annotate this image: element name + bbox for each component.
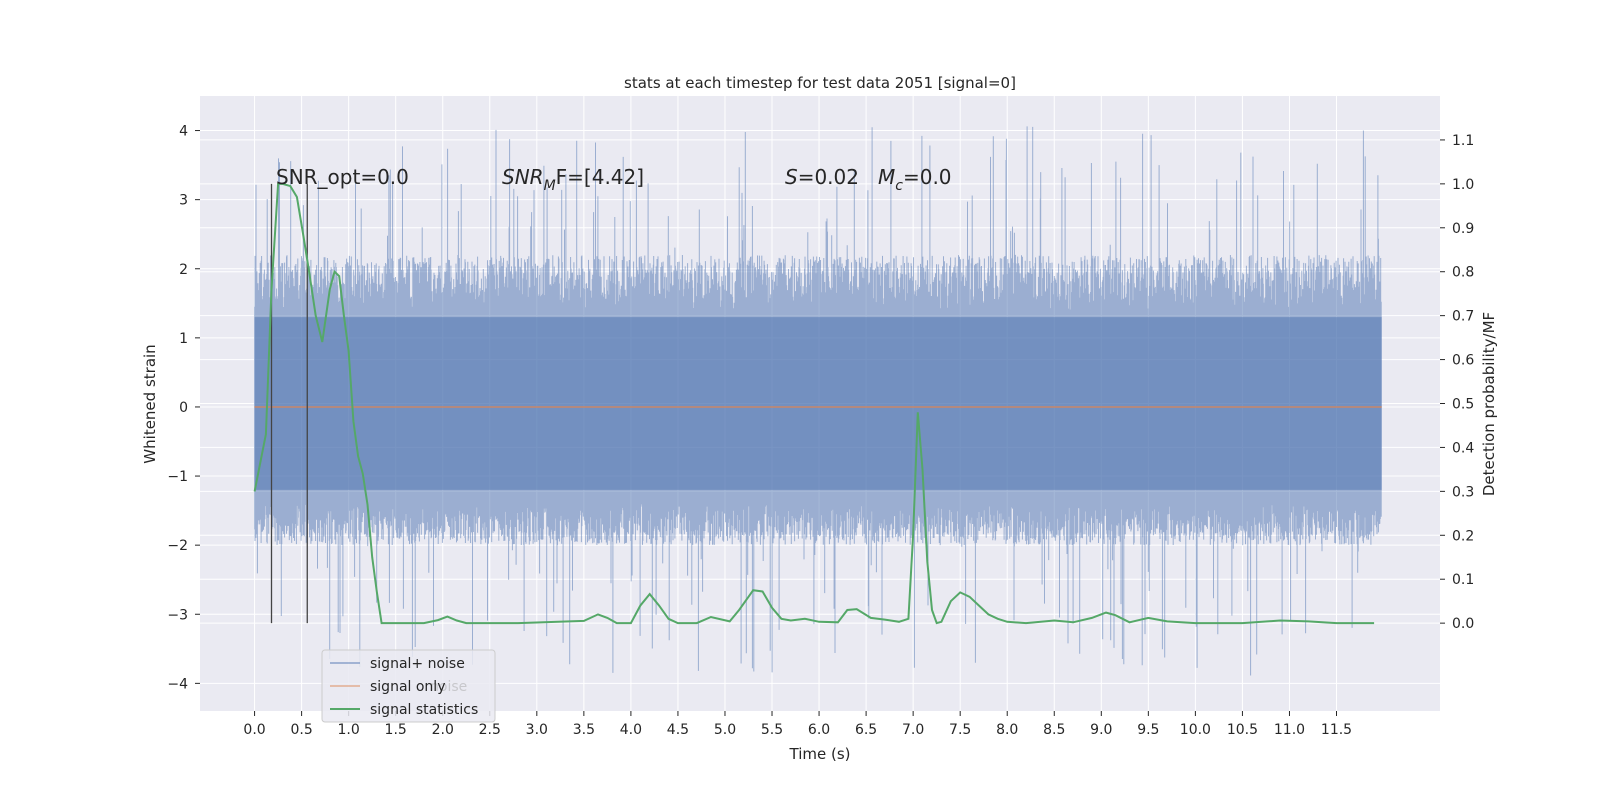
x-tick-label: 2.5: [479, 722, 501, 738]
legend-overlapped-text: noise: [430, 679, 467, 695]
y-tick-label: −2: [167, 538, 188, 554]
legend: noise signal+ noise signal only signal s…: [321, 649, 496, 723]
x-tick-label: 8.5: [1043, 722, 1065, 738]
x-tick-label: 3.5: [573, 722, 595, 738]
s-value: =0.02: [798, 165, 859, 189]
legend-label-noise: signal+ noise: [370, 656, 465, 672]
chart-title: stats at each timestep for test data 205…: [624, 74, 1016, 92]
signal-statistics-series: [253, 182, 1375, 625]
x-tick-label: 1.0: [338, 722, 360, 738]
x-tick-label: 11.5: [1321, 722, 1352, 738]
y2-tick-label: 0.8: [1452, 265, 1474, 281]
y-tick-label: 3: [179, 193, 188, 209]
y2-axis-ticks: 1.1 1.0 0.9 0.8 0.7 0.6 0.5 0.4 0.3 0.2 0.1 0.0: [1440, 133, 1474, 632]
x-tick-label: 11.0: [1274, 722, 1305, 738]
y2-tick-label: 0.2: [1452, 528, 1474, 544]
legend-box: [321, 649, 496, 723]
x-tick-label: 4.5: [667, 722, 689, 738]
x-tick-label: 6.5: [855, 722, 877, 738]
x-tick-label: 0.0: [243, 722, 265, 738]
x-tick-label: 5.0: [714, 722, 736, 738]
y-tick-label: −4: [167, 676, 188, 692]
x-axis-ticks: 0.0 0.5 1.0 1.5 2.0 2.5 3.0 3.5 4.0 4.5 5.0 5.5 6.0 6…: [243, 711, 1352, 738]
y-tick-label: 2: [179, 262, 188, 278]
x-tick-label: 7.0: [902, 722, 924, 738]
x-tick-label: 4.0: [620, 722, 642, 738]
y-axis-label: Whitened strain: [141, 344, 159, 463]
y-tick-label: 0: [179, 400, 188, 416]
signal-noise-series: [254, 126, 1382, 676]
x-tick-label: 0.5: [290, 722, 312, 738]
mc-value: =0.0: [903, 165, 952, 189]
snr-mf-annotation: SNRMF=[4.42]: [502, 165, 644, 194]
mc-symbol: M: [878, 165, 895, 189]
x-tick-label: 10.0: [1180, 722, 1211, 738]
snr-mf-symbol: SNR: [502, 165, 544, 189]
x-axis-label: Time (s): [789, 745, 851, 763]
y-tick-label: −1: [167, 469, 188, 485]
s-annotation: S=0.02: [785, 165, 859, 189]
y2-tick-label: 0.5: [1452, 397, 1474, 413]
y2-tick-label: 0.0: [1452, 616, 1474, 632]
snr-mf-value: F=[4.42]: [556, 165, 644, 189]
legend-label-statistics: signal statistics: [370, 702, 478, 718]
x-tick-label: 6.0: [808, 722, 830, 738]
y-tick-label: −3: [167, 607, 188, 623]
y-axis-ticks: 4 3 2 1 0 −1 −2 −3 −4: [167, 124, 200, 692]
legend-label-signal-only: signal only: [370, 679, 445, 695]
y2-tick-label: 0.9: [1452, 221, 1474, 237]
x-tick-label: 5.5: [761, 722, 783, 738]
mc-subscript: c: [895, 178, 903, 194]
x-tick-label: 1.5: [385, 722, 407, 738]
x-tick-label: 2.0: [432, 722, 454, 738]
y2-tick-label: 0.7: [1452, 309, 1474, 325]
snr-opt-annotation: SNR_opt=0.0: [276, 165, 409, 189]
x-tick-label: 7.5: [949, 722, 971, 738]
y-tick-label: 4: [179, 124, 188, 140]
y2-tick-label: 0.1: [1452, 572, 1474, 588]
y2-tick-label: 0.4: [1452, 440, 1474, 456]
y2-tick-label: 1.1: [1452, 133, 1474, 149]
x-tick-label: 9.5: [1137, 722, 1159, 738]
y-tick-label: 1: [179, 331, 188, 347]
s-symbol: S: [785, 165, 798, 189]
snr-mf-subscript: M: [544, 178, 556, 194]
y2-tick-label: 1.0: [1452, 177, 1474, 193]
y2-axis-label: Detection probability/MF: [1480, 312, 1498, 496]
x-tick-label: 8.0: [996, 722, 1018, 738]
y2-tick-label: 0.3: [1452, 484, 1474, 500]
x-tick-label: 9.0: [1090, 722, 1112, 738]
mc-annotation: Mc=0.0: [878, 165, 952, 194]
y2-tick-label: 0.6: [1452, 353, 1474, 369]
x-tick-label: 3.0: [526, 722, 548, 738]
x-tick-label: 10.5: [1227, 722, 1258, 738]
